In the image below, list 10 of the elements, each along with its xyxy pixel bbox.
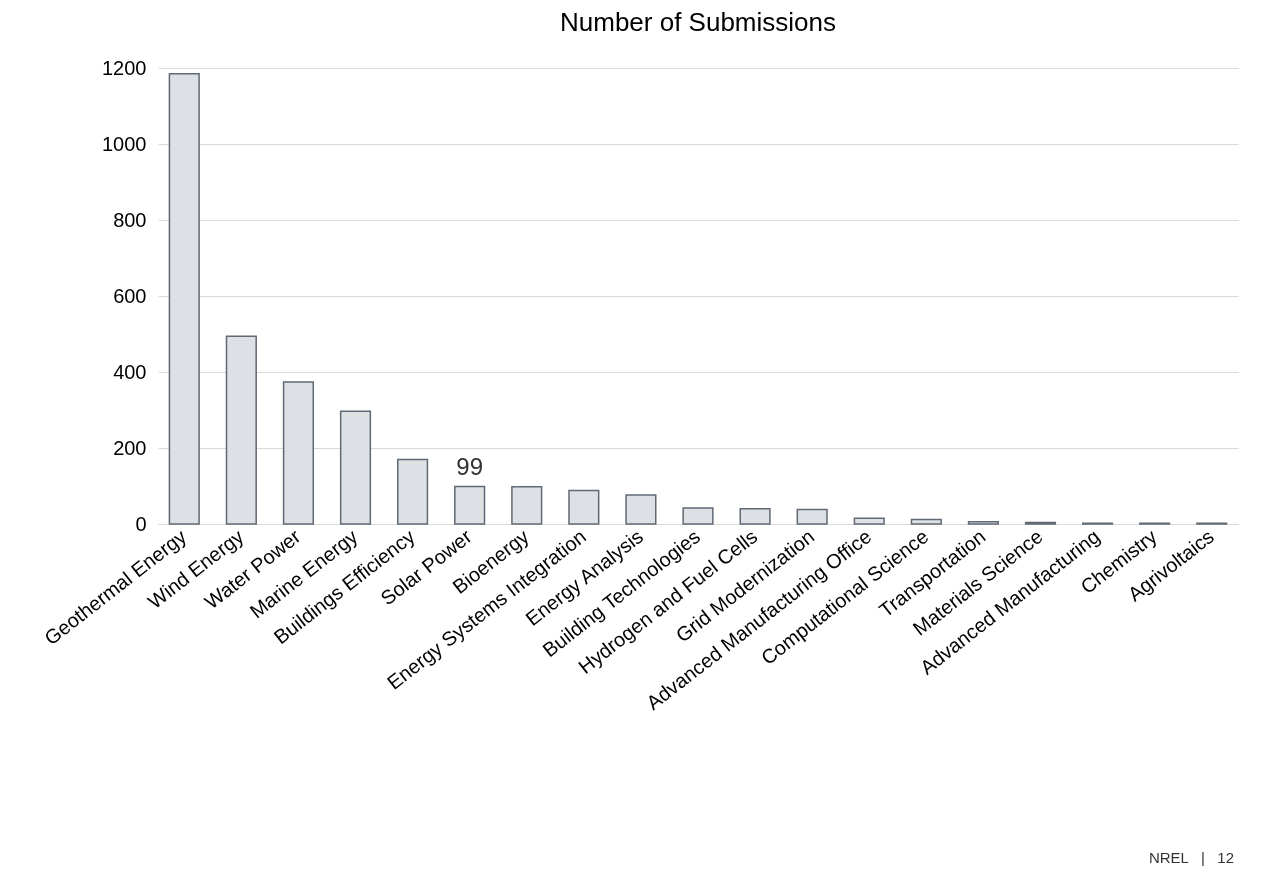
y-tick-label: 800: [113, 208, 147, 231]
y-tick-label: 200: [113, 436, 147, 459]
y-tick-label: 1000: [102, 132, 147, 155]
y-tick-label: 600: [113, 284, 147, 307]
y-tick-label: 0: [135, 512, 147, 535]
text: NREL | 12: [1148, 849, 1234, 866]
y-tick-label: 400: [113, 360, 147, 383]
annotation: 99: [456, 453, 484, 481]
y-tick-label: 1200: [102, 56, 147, 79]
chart-title: Number of Submissions: [560, 7, 836, 37]
